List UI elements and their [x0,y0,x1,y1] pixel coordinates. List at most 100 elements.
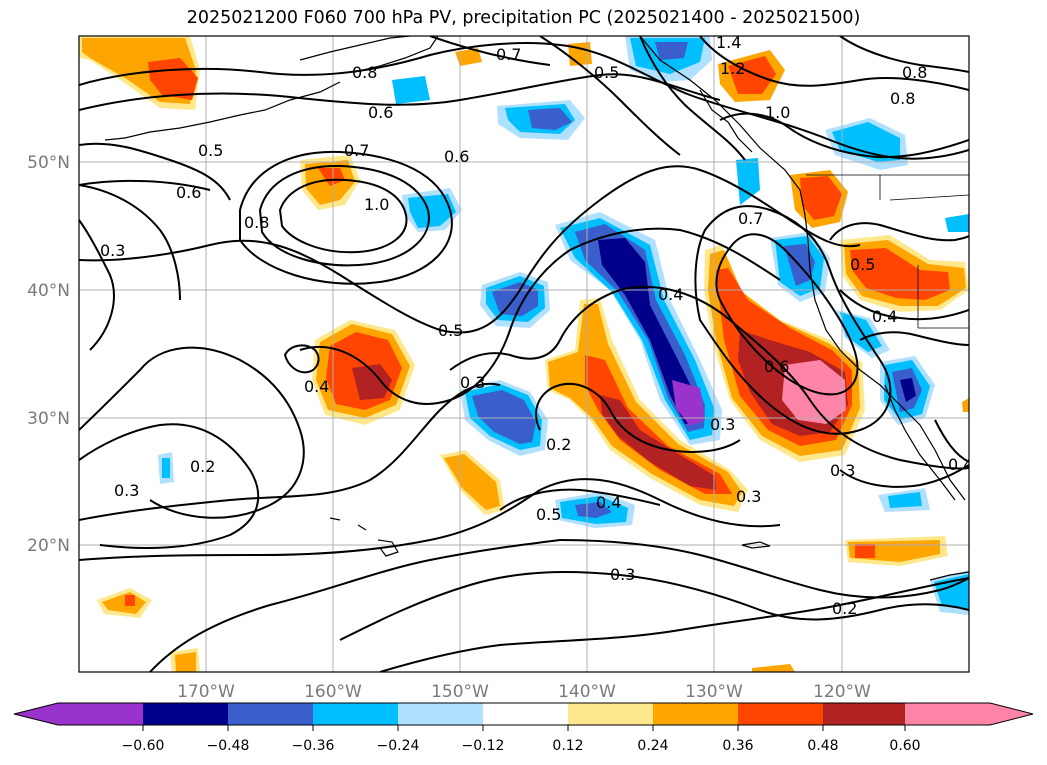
colorbar-segment [398,703,483,725]
lat-label: 30°N [27,409,70,429]
lon-labels: 170°W 160°W 150°W 140°W 130°W 120°W [177,682,871,702]
pv-contour [79,42,969,160]
pv-contour [839,464,969,488]
precip-blob [548,304,742,506]
contour-label: 0.5 [594,63,619,82]
pv-contour [339,571,969,641]
pv-contour [239,150,453,285]
colorbar-segment [653,703,738,725]
contour-label: 0.2 [190,457,215,476]
pv-contour [559,539,969,599]
colorbar-tick-label: 0.36 [722,738,753,754]
colorbar-segment [313,703,398,725]
contour-label: 1.2 [720,59,745,78]
colorbar-segment [738,703,823,725]
precip-blob [444,454,500,510]
contour-label: 0.2 [546,435,571,454]
contour-label: 0.8 [890,89,915,108]
colorbar-tick-label: −0.48 [207,738,250,754]
pv-contour [715,233,859,396]
contour-label: 0.6 [444,147,469,166]
precip-blob [528,108,572,130]
precip-blob [575,502,612,518]
precip-blob [855,544,875,558]
colorbar-extend-high [990,703,1033,725]
lat-label: 50°N [27,153,70,173]
contour-label: 1.4 [716,33,741,52]
contour-label: 0.3 [460,373,485,392]
contour-label: 0.3 [736,487,761,506]
colorbar-segment [823,703,905,725]
colorbar-tick-label: −0.12 [462,738,505,754]
contour-label: 0.5 [438,321,463,340]
pv-contour [839,36,969,73]
pv-contour [859,331,969,346]
lat-label: 20°N [27,536,70,556]
pv-contour [539,36,681,156]
pv-contour [278,178,408,254]
precip-blob [408,194,456,228]
precip-blob [736,158,760,205]
pv-contour [149,539,561,672]
colorbar-segment [483,703,568,725]
precip-blob [655,42,688,60]
gridlines [79,36,969,672]
precip-blob [162,458,170,478]
contour-label: 1.0 [364,195,389,214]
lon-label: 170°W [177,682,235,702]
precip-blob [900,378,916,402]
colorbar-tick-label: −0.60 [122,738,165,754]
lon-label: 130°W [685,682,743,702]
precip-blob [125,595,135,606]
precip-blob [800,176,842,220]
precip-blob [318,168,345,186]
pv-contour [258,164,430,267]
pv-contour [79,179,211,191]
precip-blob [728,56,776,94]
pv-contour [694,205,892,435]
contour-label: 0.4 [948,455,973,474]
pv-contour [79,346,305,519]
colorbar-segment [143,703,228,725]
precip-blob [568,42,592,66]
contour-label: 0.8 [902,63,927,82]
pv-contour [499,488,661,511]
colorbar-segment [228,703,313,725]
colorbar-segment [905,703,990,725]
pv-contour [639,36,746,161]
contour-label: 0.4 [658,285,683,304]
contour-label: 0.3 [710,415,735,434]
contour-label: 0.3 [610,565,635,584]
colorbar: −0.60 −0.48 −0.36 −0.24 −0.12 0.12 0.24 … [13,702,1034,754]
pv-contour [79,73,721,111]
contour-label: 0.8 [352,63,377,82]
precip-blob [850,248,950,300]
precip-blob [945,214,969,232]
pv-contour [79,184,181,301]
lat-labels: 50°N 40°N 30°N 20°N [27,153,70,556]
colorbar-outline [13,702,1034,726]
contour-labels: 0.8 0.7 0.5 1.4 1.2 0.8 0.8 1.0 0.6 0.5 … [100,33,973,618]
pv-contour [79,165,861,334]
precip-blob [392,76,430,104]
contour-label: 0.4 [872,307,897,326]
contour-label: 0.6 [368,103,393,122]
colorbar-tick-label: −0.36 [292,738,335,754]
map-frame [78,35,970,673]
contour-label: 0.5 [198,141,223,160]
contour-label: 0.3 [830,461,855,480]
pv-contour [429,36,551,66]
lon-label: 140°W [558,682,616,702]
contour-label: 0.5 [536,505,561,524]
colorbar-tick-label: 0.48 [807,738,838,754]
contour-label: 0.6 [764,357,789,376]
contour-label: 0.2 [832,599,857,618]
borders [806,174,969,329]
contour-label: 0.7 [344,141,369,160]
lon-label: 120°W [813,682,871,702]
contour-label: 0.5 [850,255,875,274]
colorbar-tick-label: 0.60 [889,738,920,754]
colorbar-tick-label: 0.24 [637,738,668,754]
page-title: 2025021200 F060 700 hPa PV, precipitatio… [186,8,861,28]
